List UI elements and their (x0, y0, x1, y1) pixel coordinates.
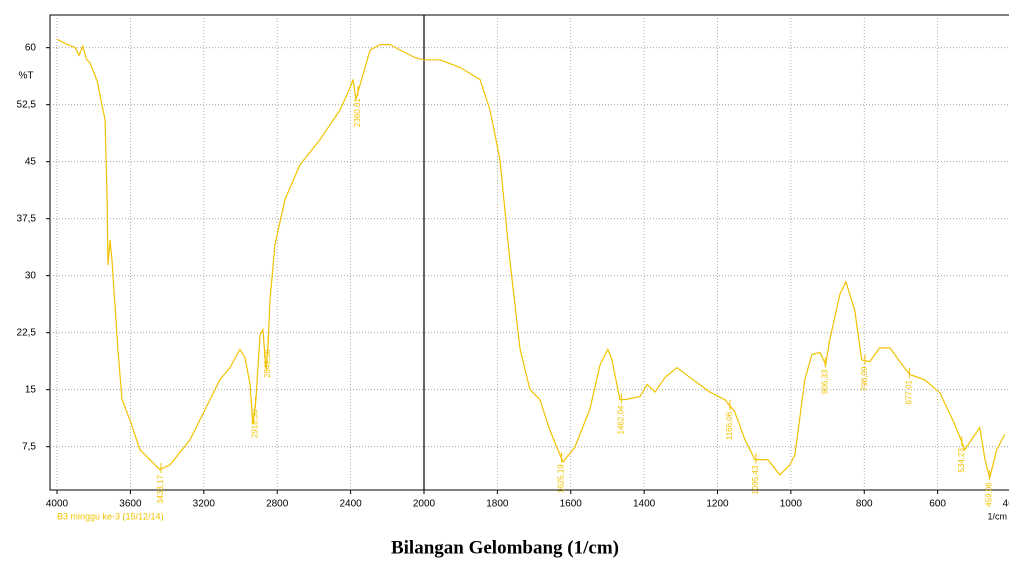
peak-label: 1625,19 (557, 464, 566, 493)
y-tick-label: 7,5 (22, 441, 36, 452)
x-unit-label: 1/cm (987, 511, 1007, 521)
x-tick-label: 3200 (193, 499, 216, 510)
x-tick-label: 1000 (780, 499, 803, 510)
y-tick-label: 37,5 (17, 213, 37, 224)
plot-frame (49, 14, 1009, 491)
x-tick-label: 1200 (706, 499, 729, 510)
x-tick-label: 2000 (413, 499, 436, 510)
peak-label: 2849,58 (263, 349, 272, 378)
peak-label: 2360,01 (353, 98, 362, 127)
y-tick-label: 15 (25, 384, 37, 395)
peak-label: 1095,43 (751, 465, 760, 494)
legend-label: B3 minggu ke-3 (15/12/14) (57, 511, 164, 521)
x-tick-label: 2800 (266, 499, 289, 510)
x-tick-label: 4000 (46, 499, 69, 510)
y-tick-label: 22,5 (17, 327, 37, 338)
x-tick-label: 3600 (119, 499, 142, 510)
y-tick-label: 60 (25, 42, 37, 53)
peak-label: 459,06 (984, 482, 993, 507)
peak-label: 2918,30 (251, 409, 260, 438)
peak-label: 1462,04 (616, 405, 625, 434)
peak-label: 906,33 (820, 369, 829, 394)
x-tick-label: 1600 (560, 499, 583, 510)
y-tick-label: 30 (25, 270, 37, 281)
x-tick-label: 2400 (339, 499, 362, 510)
x-tick-label: 1800 (486, 499, 509, 510)
x-tick-label: 600 (929, 499, 946, 510)
x-tick-label: 1400 (633, 499, 656, 510)
spectrum-line (56, 38, 1006, 478)
peak-label: 534,23 (957, 448, 966, 473)
y-tick-label: 45 (25, 156, 37, 167)
y-axis-title: %T (19, 71, 34, 82)
peak-label: 3433,17 (156, 474, 165, 503)
peak-label: 677,01 (904, 379, 913, 404)
y-tick-label: 52,5 (17, 99, 37, 110)
x-axis-title: Bilangan Gelombang (1/cm) (391, 537, 619, 558)
x-tick-label: 800 (856, 499, 873, 510)
peak-label: 1166,06 (725, 411, 734, 440)
peak-label: 798,09 (860, 366, 869, 391)
x-tick-label: 400 (1003, 499, 1009, 510)
